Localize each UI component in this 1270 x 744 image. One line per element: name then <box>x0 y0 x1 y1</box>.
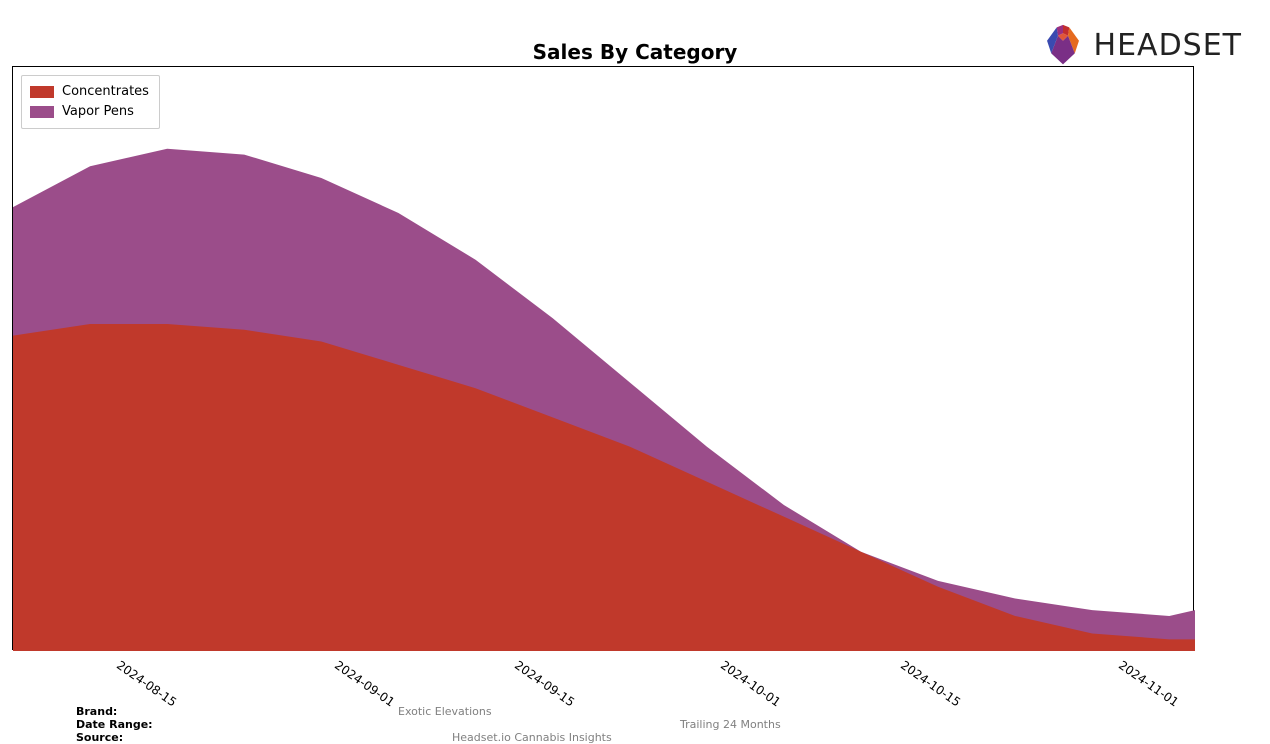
x-tick-label: 2024-10-01 <box>718 658 783 709</box>
footer-source-label: Source: <box>76 731 123 744</box>
x-tick-label: 2024-09-15 <box>512 658 577 709</box>
brand-logo: HEADSET <box>1042 24 1242 66</box>
brand-logo-text: HEADSET <box>1094 28 1242 63</box>
legend-item: Concentrates <box>30 82 149 102</box>
x-tick-label: 2024-09-01 <box>332 658 397 709</box>
x-tick-label: 2024-08-15 <box>114 658 179 709</box>
x-tick-label: 2024-10-15 <box>898 658 963 709</box>
legend-swatch <box>30 86 54 98</box>
x-tick-label: 2024-11-01 <box>1116 658 1181 709</box>
footer-range-label: Date Range: <box>76 718 153 731</box>
footer-brand-label: Brand: <box>76 705 117 718</box>
footer-source-value: Headset.io Cannabis Insights <box>452 731 612 744</box>
legend-swatch <box>30 106 54 118</box>
footer-range-value: Trailing 24 Months <box>680 718 781 731</box>
area-chart-svg <box>13 67 1195 651</box>
plot-area: ConcentratesVapor Pens <box>12 66 1194 650</box>
legend-label: Concentrates <box>62 82 149 102</box>
footer-brand-value: Exotic Elevations <box>398 705 492 718</box>
legend-label: Vapor Pens <box>62 102 134 122</box>
headset-mark-icon <box>1042 24 1084 66</box>
legend: ConcentratesVapor Pens <box>21 75 160 129</box>
chart-container: Sales By Category HEADSET ConcentratesVa… <box>0 0 1270 744</box>
legend-item: Vapor Pens <box>30 102 149 122</box>
